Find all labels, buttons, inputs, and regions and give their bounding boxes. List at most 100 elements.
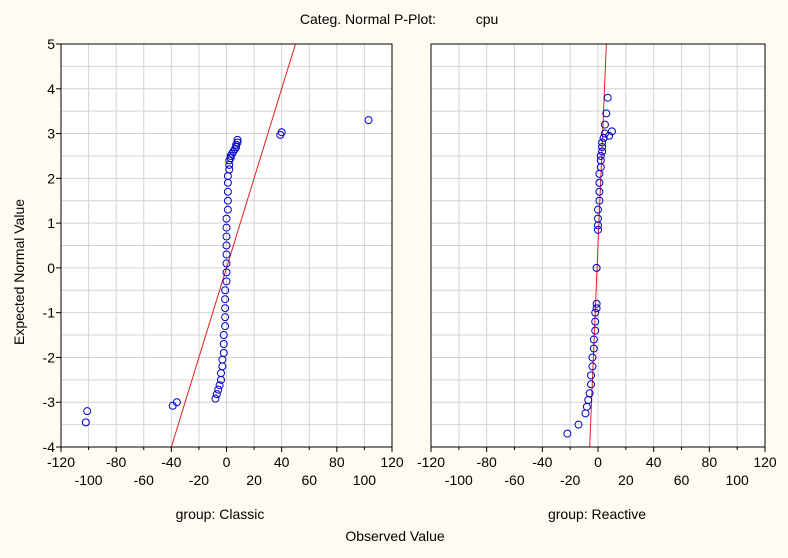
y-tick-label: 3 (47, 126, 55, 142)
data-point (212, 390, 221, 399)
grid-classic (61, 44, 392, 447)
data-point (83, 407, 92, 416)
data-point (172, 398, 181, 407)
data-point (219, 348, 228, 357)
data-point (221, 286, 230, 295)
x-ticks-lower-classic: -100 -60 -20 20 60 100 (75, 447, 377, 488)
x-tick-label: 40 (646, 454, 662, 470)
x-tick-label: -60 (504, 472, 524, 488)
data-point (222, 268, 231, 277)
y-tick-label: 1 (47, 215, 55, 231)
x-tick-label: 40 (274, 454, 290, 470)
x-tick-label: 120 (380, 454, 404, 470)
data-point (600, 129, 609, 138)
x-ticks-upper-classic: -120 -80 -40 0 40 80 120 (47, 447, 404, 470)
data-point (225, 156, 234, 165)
data-point (594, 214, 602, 223)
data-point (598, 142, 607, 151)
data-point (222, 241, 231, 250)
x-tick-label: 20 (618, 472, 634, 488)
x-tick-label: 120 (753, 454, 777, 470)
data-point (222, 250, 231, 259)
fit-line-classic-group (170, 44, 296, 447)
y-tick-label: -4 (43, 439, 56, 455)
x-ticks-lower-reactive: -100 -60 -20 20 60 100 (445, 447, 749, 488)
data-point (594, 225, 602, 234)
panel-label-reactive: group: Reactive (548, 506, 646, 522)
y-tick-label: 4 (47, 81, 55, 97)
y-ticks-classic: -4 -3 -2 -1 0 1 2 3 4 5 (43, 36, 61, 455)
y-tick-label: -2 (43, 349, 56, 365)
data-point (598, 147, 607, 156)
data-point (592, 299, 601, 308)
data-point (219, 331, 228, 340)
chart-variable: cpu (476, 11, 499, 27)
data-point (592, 304, 601, 313)
data-point (215, 381, 224, 390)
data-point (221, 295, 230, 304)
data-point (599, 134, 608, 143)
data-point (222, 214, 231, 223)
x-tick-label: 20 (246, 472, 262, 488)
y-tick-label: 2 (47, 170, 55, 186)
x-tick-label: -100 (75, 472, 103, 488)
data-point (587, 371, 596, 380)
y-tick-label: 5 (47, 36, 55, 52)
panel-classic: -120 -80 -40 0 40 80 120 -100 -60 -20 20 60 100 -4-… (43, 36, 404, 522)
x-tick-label: -60 (134, 472, 154, 488)
data-point (222, 232, 231, 241)
data-point (221, 304, 230, 313)
data-point (225, 165, 234, 174)
data-point (603, 93, 612, 102)
x-tick-label: -80 (106, 454, 126, 470)
x-tick-label: -40 (532, 454, 552, 470)
data-point (592, 263, 601, 272)
data-point (221, 322, 230, 331)
y-tick-label: 0 (47, 260, 55, 276)
data-point (223, 196, 232, 205)
x-tick-label: -40 (161, 454, 181, 470)
data-point (233, 138, 242, 147)
x-tick-label: 80 (702, 454, 718, 470)
data-point (587, 380, 596, 389)
x-axis-label: Observed Value (345, 528, 445, 544)
data-point (600, 120, 609, 129)
y-tick-label: -3 (43, 394, 56, 410)
fit-line (170, 44, 296, 447)
x-ticks-upper-reactive: -120 -80 -40 0 40 80 120 (417, 447, 777, 470)
data-point (219, 340, 228, 349)
data-point (588, 362, 597, 371)
x-tick-label: -120 (417, 454, 445, 470)
data-point (607, 127, 616, 136)
x-tick-label: 100 (725, 472, 749, 488)
data-point (602, 109, 611, 118)
x-tick-label: -120 (47, 454, 75, 470)
x-tick-label: -80 (477, 454, 497, 470)
data-point (228, 149, 237, 158)
data-point (591, 317, 600, 326)
data-point (214, 385, 223, 394)
x-tick-label: 80 (329, 454, 345, 470)
data-point (596, 156, 605, 165)
x-tick-label: 100 (353, 472, 377, 488)
data-point (595, 196, 604, 205)
data-point (211, 394, 220, 403)
data-point (81, 418, 90, 427)
data-point (605, 131, 614, 140)
x-tick-label: -20 (189, 472, 209, 488)
data-point (589, 344, 598, 353)
data-point (364, 116, 373, 125)
points-reactive (563, 93, 616, 438)
points-classic (81, 116, 373, 427)
data-point (588, 353, 597, 362)
data-point (596, 151, 605, 160)
grid-reactive (431, 44, 765, 447)
chart-title: Categ. Normal P-Plot: (300, 11, 436, 27)
data-point (277, 128, 286, 137)
data-point (594, 205, 602, 214)
data-point (223, 187, 232, 196)
data-point (226, 151, 235, 160)
panel-reactive: -120 -80 -40 0 40 80 120 -100 -60 -20 20 60 100 gro… (417, 43, 777, 522)
y-tick-label: -1 (43, 305, 56, 321)
